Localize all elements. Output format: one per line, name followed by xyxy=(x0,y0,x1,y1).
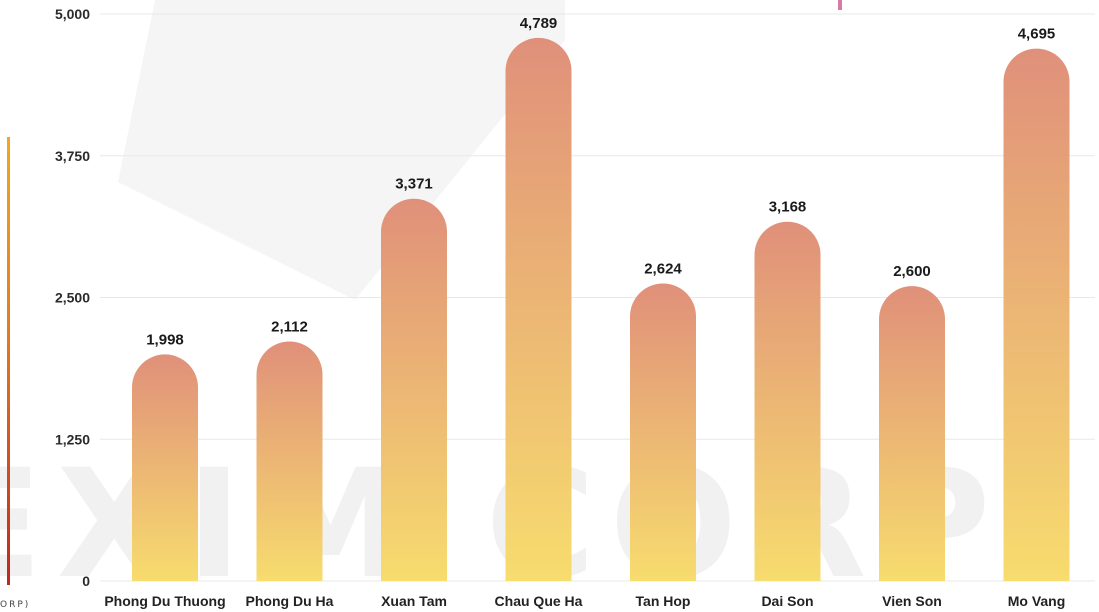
bar-xuan-tam xyxy=(381,198,447,581)
bar-phong-du-thuong xyxy=(132,354,198,581)
value-label: 2,600 xyxy=(893,263,931,280)
y-axis-ticks: 0 1,250 2,500 3,750 5,000 xyxy=(55,6,90,589)
y-tick-label: 5,000 xyxy=(55,6,90,22)
category-label: Vien Son xyxy=(882,593,942,609)
category-label: Phong Du Thuong xyxy=(104,593,225,609)
top-accent-tick xyxy=(838,0,842,10)
bar-tan-hop xyxy=(630,283,696,581)
side-accent-bar xyxy=(7,137,10,585)
bars xyxy=(132,37,1070,582)
value-label: 3,168 xyxy=(769,199,807,216)
y-tick-label: 3,750 xyxy=(55,148,90,164)
value-label: 2,624 xyxy=(644,260,682,277)
bar-dai-son xyxy=(754,221,821,581)
y-tick-label: 2,500 xyxy=(55,290,90,306)
bar-mo-vang xyxy=(1003,48,1070,582)
value-label: 4,695 xyxy=(1018,26,1056,43)
value-label: 4,789 xyxy=(520,15,558,32)
value-label: 2,112 xyxy=(271,318,308,335)
category-label: Dai Son xyxy=(761,593,813,609)
category-label: Xuan Tam xyxy=(381,593,447,609)
category-label: Phong Du Ha xyxy=(246,593,334,609)
value-labels: 1,998 2,112 3,371 4,789 2,624 3,168 2,600 4,695 xyxy=(146,15,1055,348)
grid-lines xyxy=(100,13,1095,582)
y-tick-label: 1,250 xyxy=(55,431,90,447)
bar-phong-du-ha xyxy=(256,341,323,581)
value-label: 3,371 xyxy=(395,176,433,193)
corner-watermark-fragment: ORP) xyxy=(0,600,31,610)
bar-chau-que-ha xyxy=(505,37,572,582)
category-label: Mo Vang xyxy=(1008,593,1066,609)
bar-vien-son xyxy=(879,286,945,581)
value-label: 1,998 xyxy=(146,331,184,348)
category-label: Tan Hop xyxy=(636,593,691,609)
y-tick-label: 0 xyxy=(82,573,90,589)
category-label: Chau Que Ha xyxy=(495,593,583,609)
category-labels: Phong Du Thuong Phong Du Ha Xuan Tam Chau Q… xyxy=(104,593,1065,609)
